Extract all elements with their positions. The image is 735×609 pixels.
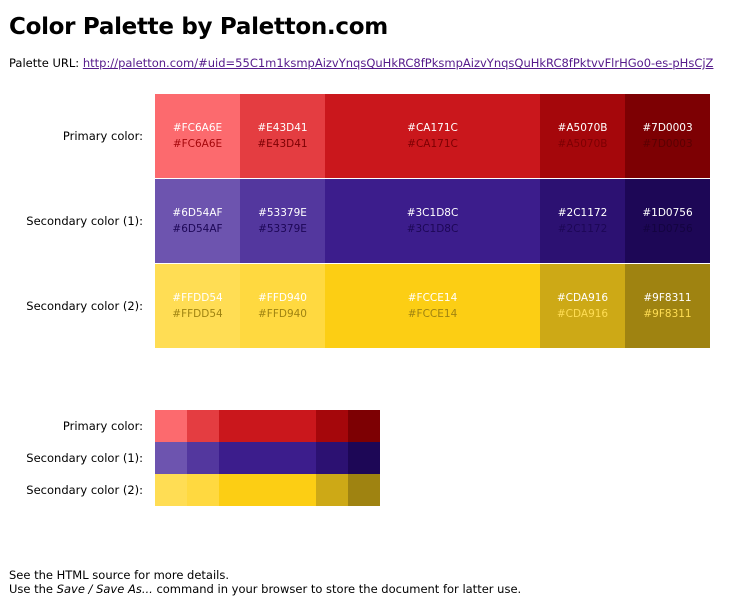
color-swatch: #CDA916 #CDA916 xyxy=(540,264,625,348)
palette-row: #FFDD54 #FFDD54 #FFD940 #FFD940 #FCCE14 #FCCE… xyxy=(155,264,711,348)
small-row-label: Secondary color (2): xyxy=(26,483,143,497)
color-hex-dark: #CA171C xyxy=(407,138,458,150)
color-swatch: #6D54AF #6D54AF xyxy=(155,179,240,263)
color-hex-dark: #A5070B xyxy=(557,138,608,150)
color-hex-dark: #FFD940 xyxy=(257,308,307,320)
color-hex-dark: #FFDD54 xyxy=(172,308,223,320)
color-hex-light: #7D0003 xyxy=(642,122,693,134)
small-color-swatch xyxy=(316,410,348,442)
small-color-swatch xyxy=(219,410,316,442)
color-hex-dark: #CDA916 xyxy=(556,308,609,320)
palette-row: #FC6A6E #FC6A6E #E43D41 #E43D41 #CA171C #CA17… xyxy=(155,94,711,178)
color-hex-dark: #1D0756 xyxy=(642,223,693,235)
small-color-swatch xyxy=(219,474,316,506)
small-color-swatch xyxy=(187,442,219,474)
color-swatch: #E43D41 #E43D41 xyxy=(240,94,325,178)
small-color-swatch xyxy=(155,474,187,506)
color-hex-light: #CA171C xyxy=(407,122,458,134)
small-color-swatch xyxy=(187,410,219,442)
small-color-swatch xyxy=(155,410,187,442)
color-swatch: #CA171C #CA171C xyxy=(325,94,540,178)
small-color-swatch xyxy=(155,442,187,474)
palette-url-line: Palette URL: http://paletton.com/#uid=55… xyxy=(9,56,713,70)
color-swatch: #9F8311 #9F8311 xyxy=(625,264,710,348)
row-label: Secondary color (1): xyxy=(26,214,143,228)
small-palette-row xyxy=(155,474,380,506)
footer-line-2: Use the Save / Save As... command in you… xyxy=(9,582,522,596)
small-row-label: Primary color: xyxy=(62,419,143,433)
color-hex-light: #FFDD54 xyxy=(172,292,223,304)
color-hex-light: #FFD940 xyxy=(257,292,307,304)
color-hex-light: #E43D41 xyxy=(257,122,308,134)
palette-url-link[interactable]: http://paletton.com/#uid=55C1m1ksmpAizvY… xyxy=(82,56,714,70)
color-swatch: #A5070B #A5070B xyxy=(540,94,625,178)
color-hex-dark: #53379E xyxy=(258,223,307,235)
small-color-swatch xyxy=(187,474,219,506)
palette-row: #6D54AF #6D54AF #53379E #53379E #3C1D8C #3C1D… xyxy=(155,179,711,263)
small-color-swatch xyxy=(348,442,380,474)
color-swatch: #3C1D8C #3C1D8C xyxy=(325,179,540,263)
color-swatch: #FFD940 #FFD940 xyxy=(240,264,325,348)
color-hex-dark: #2C1172 xyxy=(557,223,608,235)
color-swatch: #7D0003 #7D0003 xyxy=(625,94,710,178)
color-swatch: #FFDD54 #FFDD54 xyxy=(155,264,240,348)
small-color-swatch xyxy=(219,442,316,474)
color-hex-light: #1D0756 xyxy=(642,207,693,219)
footer-line-1: See the HTML source for more details. xyxy=(9,568,230,582)
color-hex-dark: #6D54AF xyxy=(172,223,223,235)
color-hex-light: #CDA916 xyxy=(556,292,609,304)
small-palette-row xyxy=(155,410,380,442)
color-hex-dark: #FC6A6E xyxy=(172,138,223,150)
small-color-swatch xyxy=(348,410,380,442)
color-swatch: #FC6A6E #FC6A6E xyxy=(155,94,240,178)
color-swatch: #2C1172 #2C1172 xyxy=(540,179,625,263)
small-row-label: Secondary color (1): xyxy=(26,451,143,465)
row-label: Primary color: xyxy=(62,129,143,143)
color-hex-dark: #7D0003 xyxy=(642,138,693,150)
color-hex-light: #FCCE14 xyxy=(407,292,458,304)
row-label: Secondary color (2): xyxy=(26,299,143,313)
footer-notes: See the HTML source for more details. Us… xyxy=(9,568,521,596)
color-hex-light: #A5070B xyxy=(557,122,608,134)
page-title: Color Palette by Paletton.com xyxy=(9,14,388,40)
color-hex-light: #9F8311 xyxy=(643,292,692,304)
small-color-swatch xyxy=(348,474,380,506)
palette-url-label: Palette URL: xyxy=(9,56,80,70)
save-as-emphasis: Save / Save As... xyxy=(56,582,153,596)
color-hex-light: #53379E xyxy=(258,207,307,219)
small-palette-row xyxy=(155,442,380,474)
color-hex-dark: #9F8311 xyxy=(643,308,692,320)
color-hex-dark: #FCCE14 xyxy=(407,308,458,320)
color-hex-light: #6D54AF xyxy=(172,207,223,219)
color-hex-light: #2C1172 xyxy=(557,207,608,219)
color-swatch: #FCCE14 #FCCE14 xyxy=(325,264,540,348)
color-hex-light: #FC6A6E xyxy=(172,122,223,134)
color-hex-dark: #3C1D8C xyxy=(406,223,459,235)
color-hex-dark: #E43D41 xyxy=(257,138,308,150)
color-swatch: #53379E #53379E xyxy=(240,179,325,263)
small-color-swatch xyxy=(316,442,348,474)
color-swatch: #1D0756 #1D0756 xyxy=(625,179,710,263)
small-color-swatch xyxy=(316,474,348,506)
color-hex-light: #3C1D8C xyxy=(406,207,459,219)
